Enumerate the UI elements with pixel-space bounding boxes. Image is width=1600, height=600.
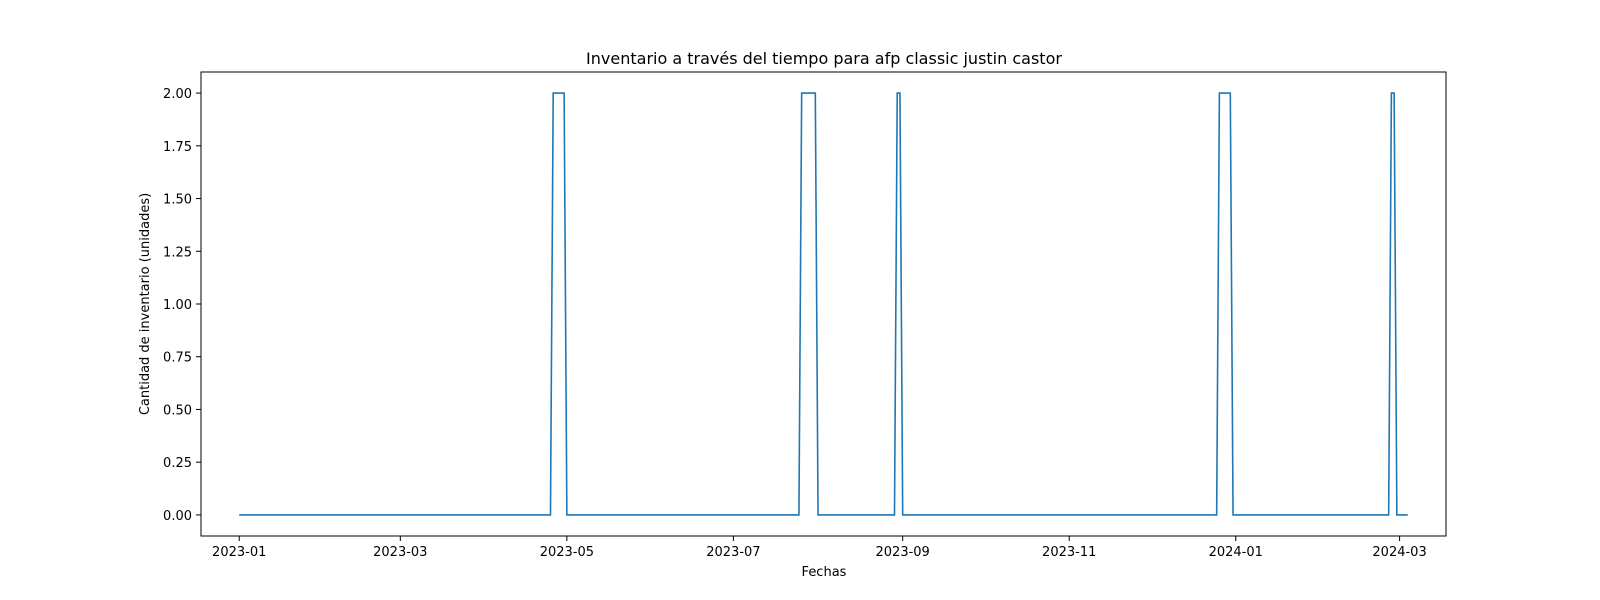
x-tick-label: 2023-09 — [876, 545, 930, 560]
y-tick-label: 0.50 — [163, 403, 192, 418]
y-tick-label: 0.00 — [163, 509, 192, 524]
x-tick-label: 2023-07 — [706, 545, 760, 560]
y-tick-label: 1.75 — [163, 140, 192, 155]
y-tick-label: 0.25 — [163, 456, 192, 471]
series-line — [239, 92, 1408, 516]
x-tick-label: 2023-01 — [212, 545, 266, 560]
plot-area — [200, 71, 1447, 537]
y-tick-label: 0.75 — [163, 351, 192, 366]
x-axis-label: Fechas — [802, 565, 847, 580]
chart-title: Inventario a través del tiempo para afp … — [586, 49, 1062, 68]
x-tick-label: 2023-11 — [1042, 545, 1096, 560]
x-tick-label: 2023-03 — [373, 545, 427, 560]
axes-frame — [200, 71, 1447, 537]
x-axis-ticks: 2023-01 2023-03 2023-05 2023-07 2023-09 2023-… — [212, 536, 1427, 560]
y-tick-label: 1.50 — [163, 193, 192, 208]
y-tick-label: 1.25 — [163, 245, 192, 260]
y-tick-label: 1.00 — [163, 298, 192, 313]
x-tick-label: 2024-01 — [1209, 545, 1263, 560]
x-tick-label: 2024-03 — [1372, 545, 1426, 560]
y-axis-ticks: 0.00 0.25 0.50 0.75 1.00 1.25 1.50 1.75 2.00 — [163, 87, 201, 524]
x-tick-label: 2023-05 — [540, 545, 594, 560]
y-tick-label: 2.00 — [163, 87, 192, 102]
y-axis-label: Cantidad de inventario (unidades) — [138, 193, 153, 415]
